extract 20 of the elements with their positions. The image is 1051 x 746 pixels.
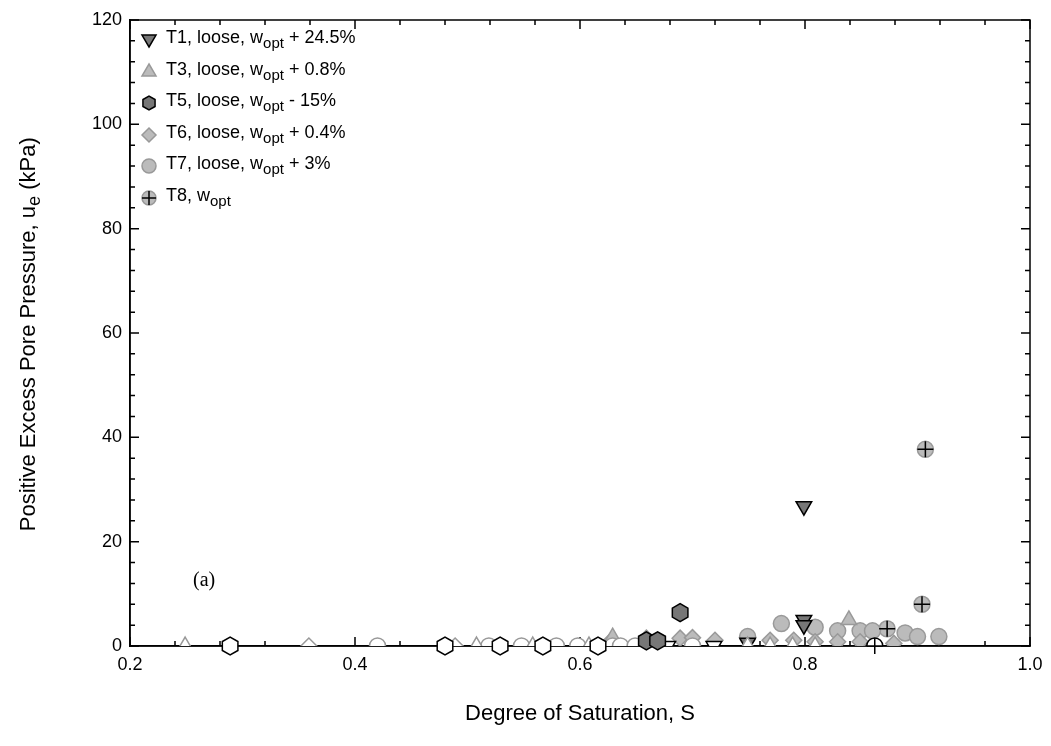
legend-label: T1, loose, w$_{opt}$ + 24.5% bbox=[166, 26, 356, 53]
y-tick-label: 60 bbox=[101, 321, 122, 342]
x-tick-label: 0.8 bbox=[792, 653, 818, 674]
x-axis-title: Degree of Saturation, S bbox=[464, 700, 696, 726]
legend-label: T3, loose, w$_{opt}$ + 0.8% bbox=[166, 57, 346, 85]
y-tick-label: 80 bbox=[101, 217, 122, 238]
legend-label: T6, loose, w$_{opt}$ + 0.4% bbox=[166, 120, 346, 148]
legend-label: T7, loose, w$_{opt}$ + 3% bbox=[166, 152, 331, 179]
x-tick-label: 0.6 bbox=[567, 653, 593, 674]
y-tick-label: 100 bbox=[91, 113, 122, 134]
annotation: (a) bbox=[193, 567, 216, 591]
legend-label: T8, w$_{opt}$ bbox=[166, 183, 231, 211]
y-tick-label: 120 bbox=[91, 8, 122, 29]
x-tick-label: 1.0 bbox=[1017, 653, 1043, 674]
legend-label: T5, loose, w$_{opt}$ - 15% bbox=[166, 89, 336, 116]
x-tick-label: 0.4 bbox=[342, 653, 368, 674]
y-tick-label: 40 bbox=[101, 426, 122, 447]
x-tick-label: 0.2 bbox=[117, 653, 143, 674]
y-tick-label: 0 bbox=[111, 634, 122, 655]
y-tick-label: 20 bbox=[101, 530, 122, 551]
